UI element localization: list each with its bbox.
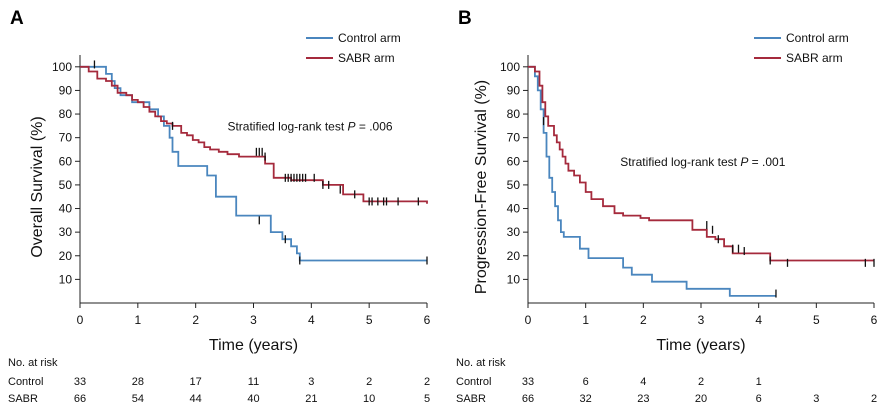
panel-a-risk-value: 5 xyxy=(424,393,430,405)
panel-b-y-tick-label: 100 xyxy=(500,60,520,74)
panel-b-risk-value: 6 xyxy=(583,376,589,388)
panel-b-x-tick-label: 0 xyxy=(525,313,532,327)
panel-b-y-tick-label: 80 xyxy=(507,107,521,121)
panel-a-y-tick-label: 30 xyxy=(59,225,73,239)
panel-b-risk-row-label: Control xyxy=(456,376,491,388)
panel-b-control-survival-curve xyxy=(528,65,776,297)
panel-a-y-tick-label: 60 xyxy=(59,154,73,168)
panel-b-x-axis-title: Time (years) xyxy=(656,337,745,354)
panel-b-risk-value: 32 xyxy=(580,393,592,405)
panel-a-y-tick-label: 90 xyxy=(59,83,73,97)
panel-b-x-tick-label: 3 xyxy=(698,313,705,327)
panel-a-legend-sabr-label: SABR arm xyxy=(338,51,395,65)
panel-a-x-tick-label: 2 xyxy=(192,313,199,327)
panel-a-risk-heading: No. at risk xyxy=(8,357,58,369)
panel-a-y-axis-title: Overall Survival (%) xyxy=(29,116,46,257)
panel-a-risk-value: 33 xyxy=(74,376,86,388)
panel-b-y-tick-label: 30 xyxy=(507,225,521,239)
panel-b-risk-value: 66 xyxy=(522,393,534,405)
panel-a-risk-value: 54 xyxy=(132,393,144,405)
panel-a-risk-value: 21 xyxy=(305,393,317,405)
panel-a-x-tick-label: 5 xyxy=(366,313,373,327)
panel-b-risk-value: 6 xyxy=(756,393,762,405)
panel-b-x-tick-label: 4 xyxy=(755,313,762,327)
panel-a-risk-value: 17 xyxy=(190,376,202,388)
panel-a-risk-value: 2 xyxy=(366,376,372,388)
panel-b-log-rank-text: Stratified log-rank test xyxy=(620,155,740,169)
panel-b-risk-value: 23 xyxy=(637,393,649,405)
panel-b-x-tick-label: 5 xyxy=(813,313,820,327)
panel-a-y-tick-label: 20 xyxy=(59,249,73,263)
panel-a-x-tick-label: 0 xyxy=(77,313,84,327)
panel-a-p-label: P xyxy=(348,120,356,134)
panel-a-x-tick-label: 4 xyxy=(308,313,315,327)
panel-b-risk-heading: No. at risk xyxy=(456,357,506,369)
panel-b-risk-value: 1 xyxy=(756,376,762,388)
panel-b-x-tick-label: 2 xyxy=(640,313,647,327)
panel-b-x-tick-label: 6 xyxy=(871,313,878,327)
panel-b-risk-value: 33 xyxy=(522,376,534,388)
panel-b-legend-control-label: Control arm xyxy=(786,31,849,45)
panel-a-x-tick-label: 3 xyxy=(250,313,257,327)
panel-a-risk-value: 40 xyxy=(247,393,259,405)
panel-a-x-tick-label: 1 xyxy=(134,313,141,327)
panel-a-x-tick-label: 6 xyxy=(424,313,431,327)
panel-a-y-tick-label: 50 xyxy=(59,178,73,192)
panel-a-risk-row-label: Control xyxy=(8,376,43,388)
panel-a-risk-value: 10 xyxy=(363,393,375,405)
panel-a-risk-value: 28 xyxy=(132,376,144,388)
panel-a-p-value: = .006 xyxy=(356,120,393,134)
panel-b-letter: B xyxy=(458,8,472,29)
panel-b-risk-value: 2 xyxy=(871,393,877,405)
panel-b-y-tick-label: 10 xyxy=(507,272,521,286)
panel-a-risk-row-label: SABR xyxy=(8,393,38,405)
panel-a-log-rank-text: Stratified log-rank test xyxy=(227,120,347,134)
panel-a-risk-value: 11 xyxy=(248,376,259,388)
panel-b-risk-row-label: SABR xyxy=(456,393,486,405)
panel-a-y-tick-label: 70 xyxy=(59,131,73,145)
panel-a-control-survival-curve xyxy=(80,65,427,262)
panel-b-p-label: P xyxy=(740,155,748,169)
panel-b-log-rank-annotation: Stratified log-rank test P = .001 xyxy=(620,155,785,169)
panel-b-risk-value: 2 xyxy=(698,376,704,388)
panel-a-sabr-survival-curve xyxy=(80,65,428,204)
panel-b-y-tick-label: 90 xyxy=(507,83,521,97)
panel-a-y-tick-label: 10 xyxy=(59,272,73,286)
panel-b-y-tick-label: 40 xyxy=(507,202,521,216)
panel-b-risk-value: 4 xyxy=(640,376,646,388)
panel-b-sabr-survival-curve xyxy=(528,65,874,262)
panel-a-y-tick-label: 80 xyxy=(59,107,73,121)
panel-a-letter: A xyxy=(10,8,24,29)
panel-a-risk-value: 2 xyxy=(424,376,430,388)
panel-b-risk-value: 3 xyxy=(813,393,819,405)
panel-b-y-tick-label: 60 xyxy=(507,154,521,168)
panel-b-y-axis-title: Progression-Free Survival (%) xyxy=(473,80,490,294)
panel-a-x-axis-title: Time (years) xyxy=(209,337,298,354)
panel-a-legend-control-label: Control arm xyxy=(338,31,401,45)
panel-b-p-value: = .001 xyxy=(748,155,785,169)
panel-b-y-tick-label: 20 xyxy=(507,249,521,263)
panel-a-log-rank-annotation: Stratified log-rank test P = .006 xyxy=(227,120,392,134)
panel-a-risk-value: 3 xyxy=(308,376,314,388)
panel-b-y-tick-label: 70 xyxy=(507,131,521,145)
panel-b-y-tick-label: 50 xyxy=(507,178,521,192)
panel-a-y-tick-label: 40 xyxy=(59,202,73,216)
panel-a-y-tick-label: 100 xyxy=(52,60,72,74)
panel-b-legend-sabr-label: SABR arm xyxy=(786,51,843,65)
panel-a-risk-value: 44 xyxy=(190,393,202,405)
panel-b-risk-value: 20 xyxy=(695,393,707,405)
panel-a-risk-value: 66 xyxy=(74,393,86,405)
panel-b-x-tick-label: 1 xyxy=(582,313,589,327)
